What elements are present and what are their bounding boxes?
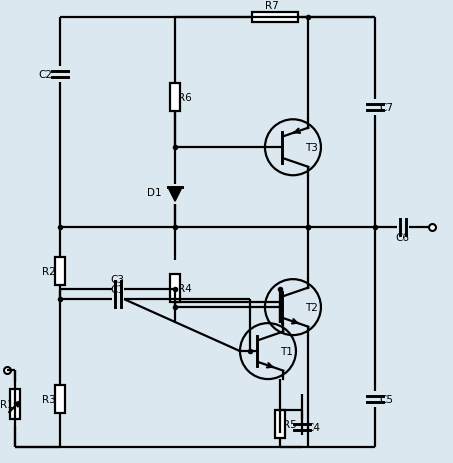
Text: R2: R2 [42, 267, 56, 276]
Bar [55, 257, 65, 286]
Text: C4: C4 [306, 422, 320, 432]
Bar [170, 84, 180, 112]
Bar [252, 13, 298, 23]
Text: C2: C2 [38, 70, 52, 80]
Bar [10, 389, 20, 419]
Text: D1: D1 [147, 188, 162, 198]
Text: R3: R3 [42, 394, 56, 404]
Text: R6: R6 [178, 93, 192, 103]
Bar [55, 385, 65, 413]
Text: T1: T1 [280, 346, 293, 357]
Text: C1: C1 [110, 285, 124, 294]
Bar [170, 275, 180, 302]
Text: R4: R4 [178, 283, 192, 294]
Bar [275, 410, 285, 438]
Polygon shape [168, 188, 182, 202]
Text: C6: C6 [395, 233, 410, 243]
Text: C7: C7 [379, 103, 393, 113]
Text: R7: R7 [265, 1, 279, 12]
Text: C5: C5 [379, 394, 393, 404]
Text: R5: R5 [283, 419, 297, 429]
Text: R1: R1 [0, 399, 14, 409]
Text: T2: T2 [305, 302, 318, 313]
Text: C3: C3 [110, 275, 124, 285]
Text: T3: T3 [305, 143, 318, 153]
